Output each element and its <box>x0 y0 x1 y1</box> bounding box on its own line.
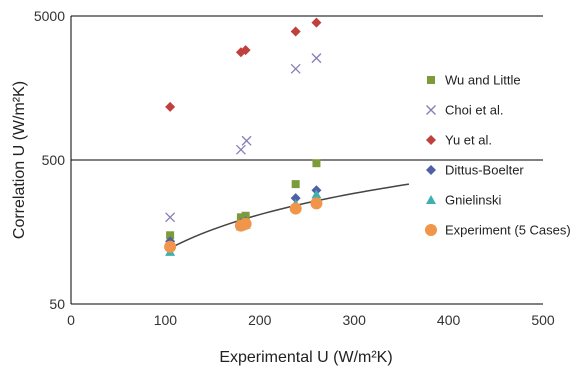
legend-marker-experiment-5-cases <box>425 224 437 236</box>
x-tick-label: 500 <box>531 312 555 328</box>
point-choi-et-al-stroke <box>290 63 301 74</box>
axes <box>70 16 543 305</box>
point-choi-et-al-stroke <box>235 144 246 155</box>
legend-label-gnielinski: Gnielinski <box>445 193 501 208</box>
x-axis-title: Experimental U (W/m²K) <box>219 349 392 366</box>
legend-label-dittus-boelter: Dittus-Boelter <box>445 163 524 178</box>
point-yu-et-al <box>311 17 322 28</box>
x-tick-label: 100 <box>154 312 178 328</box>
legend-marker-choi-et-al-stroke <box>426 105 436 115</box>
trendline <box>169 183 410 249</box>
legend-marker-choi-et-al <box>426 105 436 115</box>
x-tick-label: 0 <box>67 312 75 328</box>
trendline-curve <box>169 183 410 249</box>
data-points <box>164 17 323 256</box>
point-choi-et-al <box>235 144 246 155</box>
y-axis-title: Correlation U (W/m²K) <box>11 81 28 239</box>
point-yu-et-al <box>165 101 176 112</box>
y-tick-label: 50 <box>49 296 65 312</box>
legend-label-wu-and-little: Wu and Little <box>445 73 521 88</box>
x-tick-label: 300 <box>343 312 367 328</box>
point-wu-and-little <box>241 211 250 220</box>
legend-marker-dittus-boelter <box>426 165 436 175</box>
legend: Wu and Little Choi et al. Yu et al. Dittus-… <box>425 73 571 238</box>
legend-label-yu-et-al: Yu et al. <box>445 133 492 148</box>
x-tick-label: 200 <box>248 312 272 328</box>
point-gnielinski <box>311 189 322 199</box>
point-choi-et-al <box>241 135 252 146</box>
point-choi-et-al <box>165 212 176 223</box>
point-choi-et-al-stroke <box>241 135 252 146</box>
point-wu-and-little <box>236 213 245 222</box>
point-choi-et-al-stroke <box>311 53 322 64</box>
legend-label-choi-et-al: Choi et al. <box>445 103 504 118</box>
point-wu-and-little <box>312 159 321 168</box>
legend-marker-wu-and-little <box>427 76 435 84</box>
point-choi-et-al <box>290 63 301 74</box>
legend-item-choi-et-al: Choi et al. <box>426 103 504 118</box>
x-tick-label: 400 <box>437 312 461 328</box>
point-choi-et-al <box>311 53 322 64</box>
point-experiment-5-cases <box>164 240 177 253</box>
legend-marker-yu-et-al <box>426 135 436 145</box>
legend-marker-gnielinski <box>426 195 436 204</box>
legend-item-yu-et-al: Yu et al. <box>426 133 492 148</box>
y-tick-labels: 50 500 5000 <box>34 8 65 312</box>
point-dittus-boelter <box>290 193 301 204</box>
point-yu-et-al <box>290 26 301 37</box>
y-tick-label: 5000 <box>34 8 65 24</box>
point-experiment-5-cases <box>310 197 323 210</box>
legend-item-dittus-boelter: Dittus-Boelter <box>426 163 524 178</box>
point-experiment-5-cases <box>289 202 302 215</box>
legend-label-experiment-5-cases: Experiment (5 Cases) <box>445 223 571 238</box>
point-wu-and-little <box>291 180 300 189</box>
point-yu-et-al <box>240 45 251 56</box>
point-choi-et-al-stroke <box>165 212 176 223</box>
point-experiment-5-cases <box>239 217 252 230</box>
legend-item-gnielinski: Gnielinski <box>426 193 501 208</box>
x-tick-labels: 0 100 200 300 400 500 <box>67 312 555 328</box>
gridlines <box>71 15 543 161</box>
legend-item-experiment-5-cases: Experiment (5 Cases) <box>425 223 571 238</box>
y-tick-label: 500 <box>42 152 66 168</box>
legend-item-wu-and-little: Wu and Little <box>427 73 521 88</box>
point-wu-and-little <box>166 231 175 240</box>
